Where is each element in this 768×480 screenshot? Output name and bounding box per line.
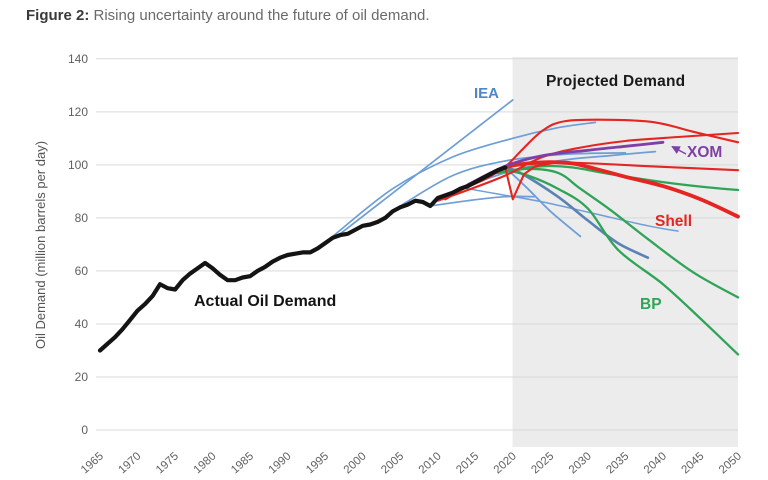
label-projected-demand: Projected Demand (546, 73, 686, 90)
x-tick-label: 2015 (454, 450, 481, 476)
y-tick-label: 120 (68, 105, 88, 119)
y-tick-label: 20 (75, 370, 89, 384)
x-tick-label: 2010 (417, 450, 444, 476)
x-tick-label: 1995 (304, 450, 331, 476)
projected-demand-region (512, 57, 739, 447)
x-tick-label: 2030 (567, 450, 594, 476)
series-iea-line (399, 152, 627, 207)
series-bp-line (504, 169, 740, 356)
x-tick-label: 1975 (154, 450, 181, 476)
x-tick-label: 2000 (342, 450, 369, 476)
x-tick-label: 1965 (79, 450, 106, 476)
x-tick-label: 2050 (717, 450, 744, 476)
xom-arrow-icon (671, 145, 687, 155)
y-tick-label: 40 (75, 317, 89, 331)
y-tick-label: 100 (68, 158, 88, 172)
y-tick-label: 140 (68, 52, 88, 66)
series-iea-line (339, 99, 514, 235)
x-tick-label: 2040 (642, 450, 669, 476)
x-tick-label: 1970 (116, 450, 143, 476)
x-tick-label: 1990 (267, 450, 294, 476)
y-tick-label: 0 (81, 423, 88, 437)
label-bp: BP (640, 296, 662, 313)
x-tick-label: 1985 (229, 450, 256, 476)
label-iea: IEA (474, 85, 500, 102)
series-iea-line (331, 121, 597, 238)
label-shell: Shell (655, 213, 693, 230)
series-iea-line (504, 166, 582, 238)
y-tick-label: 60 (75, 264, 89, 278)
y-axis-title: Oil Demand (million barrels per day) (33, 141, 48, 349)
series-shell-line (436, 131, 740, 202)
series-actual-line (97, 165, 508, 353)
y-tick-label: 80 (75, 211, 89, 225)
x-tick-label: 2020 (492, 450, 519, 476)
x-tick-label: 1980 (192, 450, 219, 476)
figure-number: Figure 2: (26, 7, 90, 24)
figure-caption: Rising uncertainty around the future of … (89, 7, 430, 24)
x-tick-label: 2045 (679, 450, 706, 476)
chart-plot-area: 140 120 100 80 60 40 20 0 1965 1970 1975 1980 1985 19… (33, 52, 744, 477)
series-shell-line (504, 161, 740, 201)
x-tick-label: 2005 (379, 450, 406, 476)
series-iea-line (429, 195, 537, 207)
figure-title: Figure 2: Rising uncertainty around the … (26, 7, 430, 24)
label-actual-oil-demand: Actual Oil Demand (194, 293, 337, 310)
x-tick-label: 2025 (529, 450, 556, 476)
label-xom: XOM (687, 144, 723, 161)
series-iea-line (459, 186, 679, 232)
x-tick-label: 2035 (604, 450, 631, 476)
